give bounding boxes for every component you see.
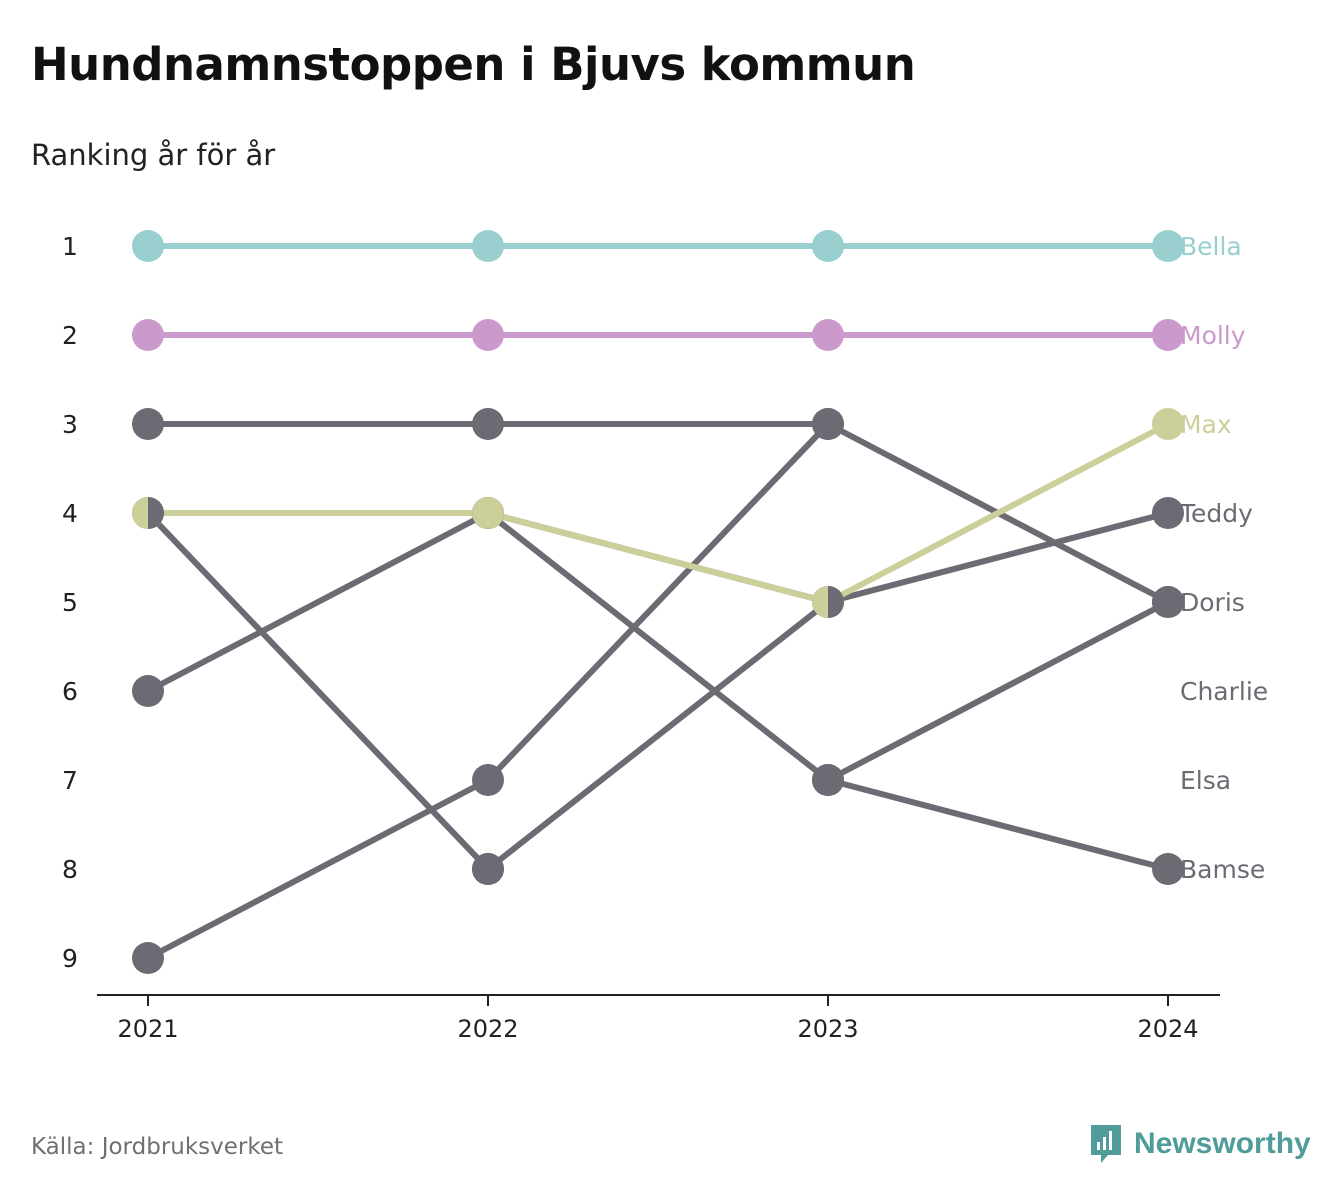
x-tick-label: 2024	[1137, 1015, 1198, 1043]
series-line	[485, 510, 831, 605]
series-point	[812, 764, 844, 796]
series-point	[1152, 230, 1184, 262]
y-tick-label: 3	[62, 410, 78, 439]
chart-title: Hundnamnstoppen i Bjuvs kommun	[31, 38, 916, 91]
series-line	[485, 510, 831, 783]
series-point	[1152, 586, 1184, 618]
series-point	[1152, 497, 1184, 529]
series-point	[472, 408, 504, 440]
y-tick-label: 8	[62, 855, 78, 884]
series-point	[132, 230, 164, 262]
series-point	[472, 853, 504, 885]
series-line	[825, 510, 1171, 605]
x-tick-label: 2021	[117, 1015, 178, 1043]
series-line	[145, 777, 491, 961]
y-tick-label: 2	[62, 321, 78, 350]
source-note: Källa: Jordbruksverket	[31, 1134, 284, 1160]
y-tick-label: 5	[62, 588, 78, 617]
brand-logo: Newsworthy	[1088, 1122, 1311, 1166]
newsworthy-logo-icon	[1091, 1125, 1121, 1163]
series-line	[485, 599, 831, 872]
shared-point-right	[828, 586, 844, 618]
series-point	[132, 319, 164, 351]
series-point	[1152, 319, 1184, 351]
x-tick-label: 2023	[797, 1015, 858, 1043]
end-label: Charlie	[1180, 677, 1268, 706]
y-tick-label: 9	[62, 944, 78, 973]
end-label: Bella	[1180, 232, 1242, 261]
series-line	[825, 599, 1171, 783]
series-point	[812, 230, 844, 262]
y-tick-label: 6	[62, 677, 78, 706]
end-label: Molly	[1180, 321, 1246, 350]
series-point	[132, 942, 164, 974]
chart-subtitle: Ranking år för år	[31, 138, 276, 172]
x-tick-label: 2022	[457, 1015, 518, 1043]
series-line	[145, 510, 491, 694]
series-point	[472, 764, 504, 796]
end-label: Elsa	[1180, 766, 1231, 795]
series-point	[472, 319, 504, 351]
series-point	[472, 230, 504, 262]
shared-point-left	[132, 497, 148, 529]
brand-name: Newsworthy	[1134, 1127, 1311, 1160]
end-label: Bamse	[1180, 855, 1265, 884]
y-tick-label: 1	[62, 232, 78, 261]
end-label: Max	[1180, 410, 1232, 439]
series-line	[485, 421, 831, 783]
series-point	[132, 675, 164, 707]
end-label: Doris	[1180, 588, 1245, 617]
end-label: Teddy	[1179, 499, 1253, 528]
series-point	[1152, 408, 1184, 440]
series-point	[812, 408, 844, 440]
series-point	[472, 497, 504, 529]
series-line	[825, 777, 1171, 872]
y-tick-label: 4	[62, 499, 78, 528]
series-line	[145, 510, 491, 872]
shared-point-left	[812, 586, 828, 618]
series-point	[812, 319, 844, 351]
series-point	[1152, 853, 1184, 885]
y-tick-label: 7	[62, 766, 78, 795]
series-line	[825, 421, 1171, 605]
series-point	[132, 408, 164, 440]
shared-point-right	[148, 497, 164, 529]
